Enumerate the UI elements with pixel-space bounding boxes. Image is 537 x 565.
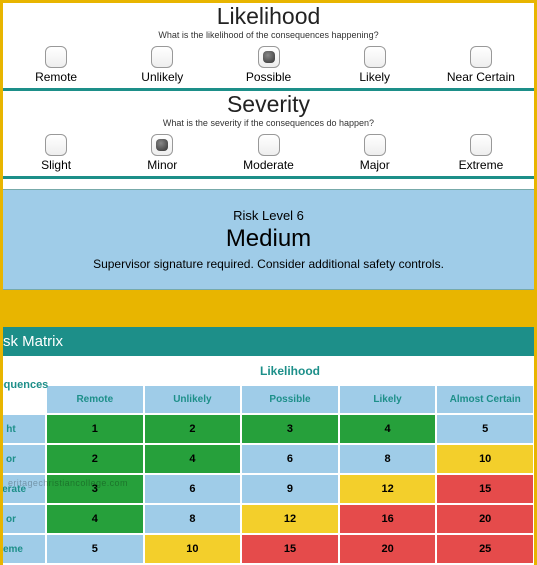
radio-button[interactable]: [45, 46, 67, 68]
frame-gap: [0, 293, 537, 327]
radio-button[interactable]: [470, 134, 492, 156]
option-label: Major: [360, 158, 390, 172]
column-header: Possible: [241, 385, 339, 414]
radio-button[interactable]: [258, 134, 280, 156]
row-group-label: onsequences: [3, 357, 46, 414]
matrix-cell: 5: [46, 534, 144, 564]
severity-row-option[interactable]: Extreme: [428, 132, 534, 176]
matrix-cell: 5: [436, 414, 534, 444]
option-label: Extreme: [459, 158, 504, 172]
result-band: Risk Level 6 Medium Supervisor signature…: [3, 189, 534, 290]
severity-title: Severity: [3, 91, 534, 118]
row-header: ht: [3, 414, 46, 444]
row-header: or: [3, 444, 46, 474]
matrix-cell: 6: [144, 474, 242, 504]
radio-button[interactable]: [151, 134, 173, 156]
matrix-cell: 12: [241, 504, 339, 534]
radio-button[interactable]: [258, 46, 280, 68]
severity-row-option[interactable]: Major: [322, 132, 428, 176]
matrix-cell: 10: [144, 534, 242, 564]
column-header: Remote: [46, 385, 144, 414]
option-label: Unlikely: [141, 70, 183, 84]
matrix-cell: 8: [144, 504, 242, 534]
column-header: Almost Certain: [436, 385, 534, 414]
severity-row-option[interactable]: Slight: [3, 132, 109, 176]
option-label: Possible: [246, 70, 291, 84]
radio-button[interactable]: [470, 46, 492, 68]
matrix-cell: 10: [436, 444, 534, 474]
matrix-cell: 16: [339, 504, 437, 534]
option-label: Minor: [147, 158, 177, 172]
matrix-cell: 4: [339, 414, 437, 444]
result-description: Supervisor signature required. Consider …: [13, 257, 524, 271]
likelihood-subtitle: What is the likelihood of the consequenc…: [3, 30, 534, 40]
matrix-cell: 3: [241, 414, 339, 444]
matrix-cell: 1: [46, 414, 144, 444]
option-label: Remote: [35, 70, 77, 84]
option-label: Likely: [359, 70, 390, 84]
matrix-cell: 20: [339, 534, 437, 564]
matrix-cell: 6: [241, 444, 339, 474]
severity-row-option[interactable]: Minor: [109, 132, 215, 176]
radio-button[interactable]: [364, 134, 386, 156]
severity-row-option[interactable]: Moderate: [215, 132, 321, 176]
likelihood-row-option[interactable]: Likely: [322, 44, 428, 88]
likelihood-row-option[interactable]: Unlikely: [109, 44, 215, 88]
matrix-cell: 2: [144, 414, 242, 444]
radio-button[interactable]: [151, 46, 173, 68]
option-label: Slight: [41, 158, 71, 172]
matrix-cell: 20: [436, 504, 534, 534]
matrix-cell: 8: [339, 444, 437, 474]
matrix-cell: 9: [241, 474, 339, 504]
result-name: Medium: [13, 225, 524, 253]
top-panel: Likelihood What is the likelihood of the…: [3, 3, 534, 290]
matrix-cell: 15: [241, 534, 339, 564]
result-level: Risk Level 6: [13, 208, 524, 223]
likelihood-title: Likelihood: [3, 3, 534, 30]
column-header: Unlikely: [144, 385, 242, 414]
option-label: Near Certain: [447, 70, 515, 84]
likelihood-row-option[interactable]: Near Certain: [428, 44, 534, 88]
matrix-title: sk Matrix: [3, 327, 534, 356]
severity-subtitle: What is the severity if the consequences…: [3, 118, 534, 128]
matrix-cell: 2: [46, 444, 144, 474]
severity-options: Slight Minor Moderate Major Extreme: [3, 132, 534, 179]
matrix-cell: 4: [144, 444, 242, 474]
matrix-cell: 25: [436, 534, 534, 564]
row-header: or: [3, 504, 46, 534]
likelihood-options: Remote Unlikely Possible Likely Near Certain: [3, 44, 534, 91]
matrix-cell: 12: [339, 474, 437, 504]
row-header: reme: [3, 534, 46, 564]
radio-button[interactable]: [45, 134, 67, 156]
matrix-panel: sk Matrix onsequencesLikelihoodRemoteUnl…: [3, 327, 534, 565]
matrix-cell: 15: [436, 474, 534, 504]
col-group-label: Likelihood: [46, 357, 534, 385]
matrix-cell: 4: [46, 504, 144, 534]
radio-button[interactable]: [364, 46, 386, 68]
likelihood-row-option[interactable]: Possible: [215, 44, 321, 88]
column-header: Likely: [339, 385, 437, 414]
option-label: Moderate: [243, 158, 294, 172]
watermark-text: eritagechristiancollege.com: [8, 478, 128, 488]
likelihood-row-option[interactable]: Remote: [3, 44, 109, 88]
